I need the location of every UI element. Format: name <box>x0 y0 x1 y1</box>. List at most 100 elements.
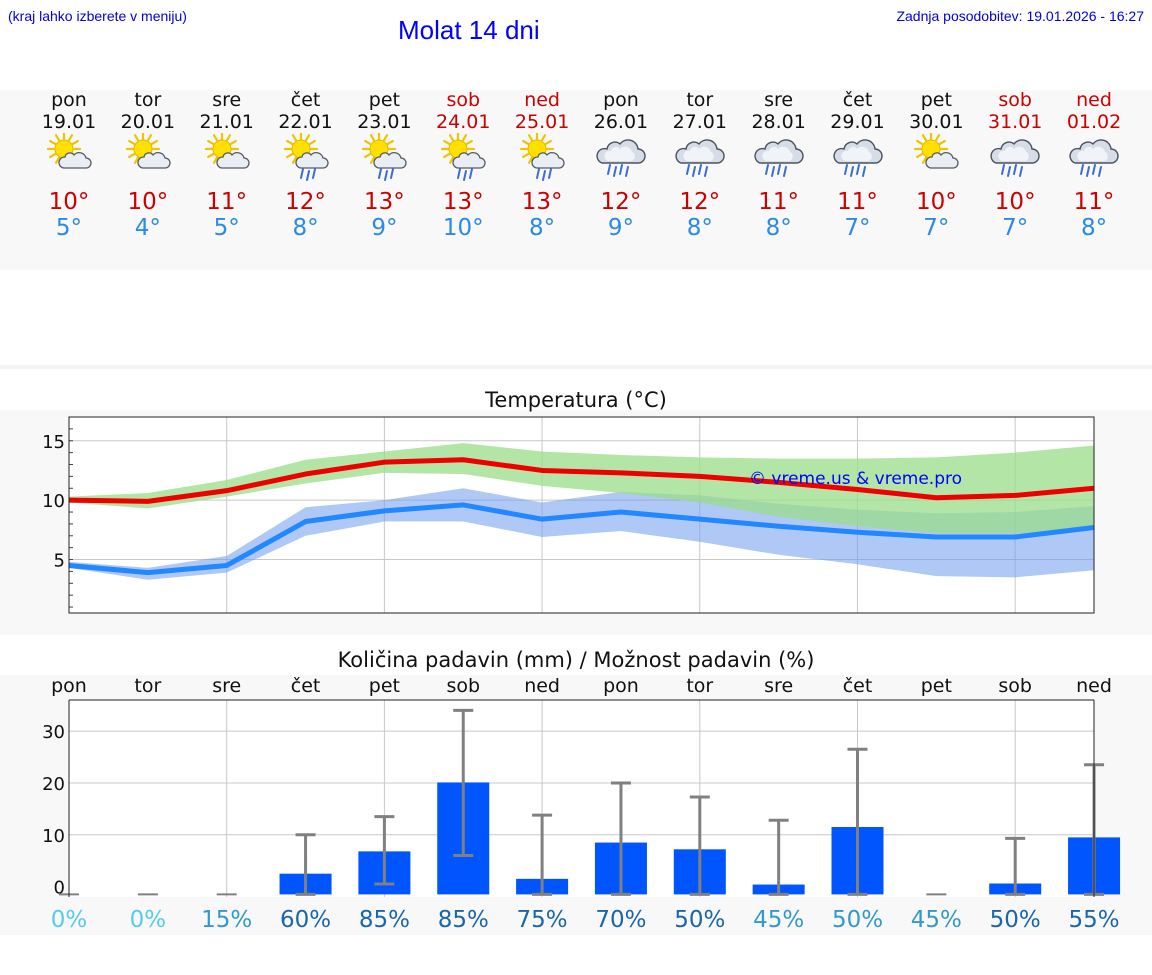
precipitation-probability: 70% <box>595 907 646 933</box>
precipitation-probability: 75% <box>517 907 568 933</box>
weekday-label: pon <box>51 675 87 697</box>
min-temperature: 7° <box>923 215 950 241</box>
day-column: sob 24.01 13° 10° <box>423 89 503 269</box>
max-temperature: 10° <box>127 189 169 215</box>
precipitation-probability: 50% <box>832 907 883 933</box>
min-temperature: 7° <box>844 215 871 241</box>
cloud-rain-icon <box>988 133 1042 183</box>
max-temperature: 11° <box>1073 189 1115 215</box>
weekday-label: tor <box>686 675 713 697</box>
day-date: 23.01 <box>357 111 412 133</box>
min-temperature: 4° <box>134 215 161 241</box>
min-temperature: 7° <box>1002 215 1029 241</box>
precipitation-probability: 55% <box>1068 907 1119 933</box>
day-column: sob 31.01 10° 7° <box>975 89 1055 269</box>
y-tick-label: 10 <box>42 491 65 512</box>
precipitation-probability: 45% <box>753 907 804 933</box>
weekday-label: čet <box>291 675 321 697</box>
max-temperature: 12° <box>600 189 642 215</box>
max-temperature: 13° <box>442 189 484 215</box>
day-date: 01.02 <box>1066 111 1122 133</box>
day-name: sob <box>998 89 1032 111</box>
day-name: čet <box>290 89 321 111</box>
max-temperature: 11° <box>758 189 800 215</box>
max-temperature: 12° <box>285 189 326 215</box>
weekday-label: ned <box>524 675 560 697</box>
day-name: pon <box>603 89 639 111</box>
max-temperature: 11° <box>206 189 248 215</box>
sun-cloud-icon <box>200 131 254 183</box>
day-date: 22.01 <box>278 111 333 133</box>
cloud-rain-icon <box>1067 133 1121 183</box>
sun-cloud-rain-icon <box>515 131 569 183</box>
day-date: 28.01 <box>751 111 806 133</box>
weekday-label: sre <box>764 675 793 697</box>
page-title: Molat 14 dni <box>398 15 540 45</box>
day-name: ned <box>524 89 560 111</box>
precipitation-probability: 45% <box>911 907 962 933</box>
max-temperature: 13° <box>521 189 563 215</box>
day-date: 26.01 <box>593 111 649 133</box>
min-temperature: 5° <box>55 215 83 241</box>
day-date: 31.01 <box>987 111 1043 133</box>
min-temperature: 8° <box>292 215 319 241</box>
day-date: 21.01 <box>199 111 254 133</box>
day-name: čet <box>842 89 873 111</box>
day-name: sob <box>446 89 481 111</box>
y-tick-label: 5 <box>54 551 65 572</box>
sun-cloud-rain-icon <box>357 131 411 183</box>
sun-cloud-icon <box>42 131 96 183</box>
day-column: čet 22.01 12° 8° <box>266 89 346 269</box>
plot-frame <box>68 416 1095 614</box>
daily-forecast: pon 19.01 10° 5° tor 20.01 10° 4° sre 21.01 11° 5° č… <box>0 89 1152 269</box>
min-temperature: 8° <box>765 215 792 241</box>
day-name: pet <box>368 89 400 111</box>
precipitation-probability: 50% <box>674 907 725 933</box>
weekday-label: sre <box>212 675 241 697</box>
min-temperature: 10° <box>442 215 484 241</box>
precipitation-probability: 0% <box>130 907 167 933</box>
day-name: ned <box>1076 89 1112 111</box>
min-temperature: 9° <box>371 215 398 241</box>
max-temperature-range <box>69 443 1094 534</box>
plot-area <box>69 700 1094 897</box>
divider <box>0 365 1152 369</box>
temperature-chart: 5 10 15 © vreme.us & vreme.pro <box>42 416 1095 614</box>
precipitation-chart-title: Količina padavin (mm) / Možnost padavin … <box>337 648 815 672</box>
daily-forecast-band <box>0 90 1152 270</box>
day-date: 30.01 <box>909 111 964 133</box>
min-temperature-line <box>68 502 1095 576</box>
day-column: tor 20.01 10° 4° <box>108 89 188 269</box>
min-temperature: 5° <box>213 215 240 241</box>
max-temperature: 13° <box>364 189 405 215</box>
day-date: 20.01 <box>120 111 176 133</box>
watermark: © vreme.us & vreme.pro <box>749 469 962 489</box>
sun-cloud-rain-icon <box>436 131 490 183</box>
weekday-label: pet <box>369 675 400 697</box>
day-column: sre 21.01 11° 5° <box>187 89 267 269</box>
cloud-rain-icon <box>594 133 648 183</box>
weekday-label: sob <box>446 675 480 697</box>
y-tick-label: 10 <box>42 826 65 847</box>
y-tick-label: 0 <box>54 878 65 899</box>
cloud-rain-icon <box>752 133 806 183</box>
day-name: pet <box>920 89 952 111</box>
day-column: ned 25.01 13° 8° <box>502 89 582 269</box>
min-temperature: 8° <box>686 215 713 241</box>
y-tick-label: 20 <box>42 774 65 795</box>
last-updated: Zadnja posodobitev: 19.01.2026 - 16:27 <box>896 8 1144 24</box>
weekday-label: sob <box>998 675 1032 697</box>
day-name: sre <box>764 89 794 111</box>
min-temperature: 8° <box>1080 215 1108 241</box>
day-column: čet 29.01 11° 7° <box>818 89 898 269</box>
cloud-rain-icon <box>673 133 727 183</box>
day-name: pon <box>51 89 87 111</box>
max-temperature: 12° <box>679 189 721 215</box>
precipitation-probability: 50% <box>990 907 1041 933</box>
weekday-label: pon <box>603 675 639 697</box>
max-temperature: 10° <box>915 189 957 215</box>
weekday-label: ned <box>1076 675 1112 697</box>
location-hint: (kraj lahko izberete v meniju) <box>8 8 187 24</box>
max-temperature: 10° <box>994 189 1036 215</box>
precipitation-chart: pon tor sre čet pet sob ned pon tor sre čet pet sob n… <box>42 675 1121 933</box>
